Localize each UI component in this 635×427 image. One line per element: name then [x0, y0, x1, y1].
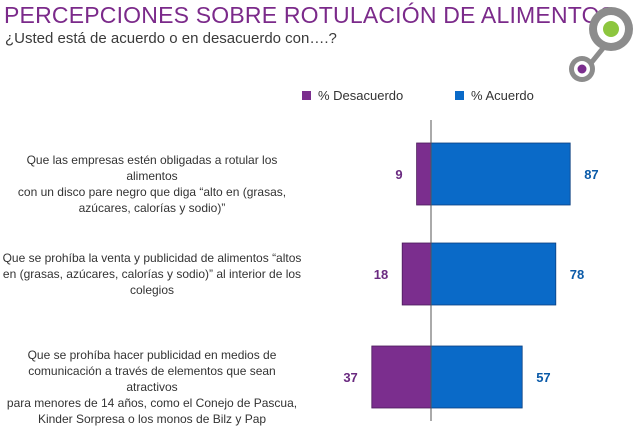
bar-agree-2	[430, 345, 523, 409]
chart-subtitle: ¿Usted está de acuerdo o en desacuerdo c…	[5, 30, 337, 47]
bar-agree-1	[430, 242, 557, 306]
data-label-agree-1: 78	[570, 267, 584, 282]
bar-disagree-0	[416, 142, 432, 206]
category-label-line: comunicación a través de elementos que s…	[28, 364, 276, 394]
category-label-line: Que las empresas estén obligadas a rotul…	[26, 153, 278, 183]
data-label-agree-0: 87	[584, 167, 598, 182]
brand-logo	[569, 7, 633, 82]
category-label-2: Que se prohíba hacer publicidad en medio…	[2, 347, 302, 427]
legend-swatch-agree	[455, 91, 464, 100]
data-label-disagree-1: 18	[374, 267, 388, 282]
category-label-line: Que se prohíba la venta y publicidad de …	[2, 251, 302, 265]
data-label-disagree-2: 37	[343, 370, 357, 385]
bar-agree-0	[430, 142, 571, 206]
legend-label-agree: % Acuerdo	[471, 88, 534, 103]
bar-disagree-1	[401, 242, 432, 306]
data-label-disagree-0: 9	[395, 167, 402, 182]
legend-agree: % Acuerdo	[455, 88, 534, 103]
category-label-line: con un disco pare negro que diga “alto e…	[17, 185, 287, 199]
category-label-line: para menores de 14 años, como el Conejo …	[6, 396, 298, 410]
chart-title: PERCEPCIONES SOBRE ROTULACIÓN DE ALIMENT…	[4, 2, 616, 28]
legend-disagree: % Desacuerdo	[302, 88, 403, 103]
bar-disagree-2	[371, 345, 432, 409]
category-label-0: Que las empresas estén obligadas a rotul…	[2, 152, 302, 216]
legend-swatch-disagree	[302, 91, 311, 100]
category-label-1: Que se prohíba la venta y publicidad de …	[2, 250, 302, 298]
data-label-agree-2: 57	[536, 370, 550, 385]
legend-label-disagree: % Desacuerdo	[318, 88, 404, 103]
category-label-line: en (grasas, azúcares, calorías y sodio)”…	[2, 267, 302, 281]
category-label-line: Que se prohíba hacer publicidad en medio…	[27, 348, 277, 362]
category-label-line: azúcares, calorías y sodio)”	[78, 201, 226, 215]
category-label-line: colegios	[129, 283, 175, 297]
